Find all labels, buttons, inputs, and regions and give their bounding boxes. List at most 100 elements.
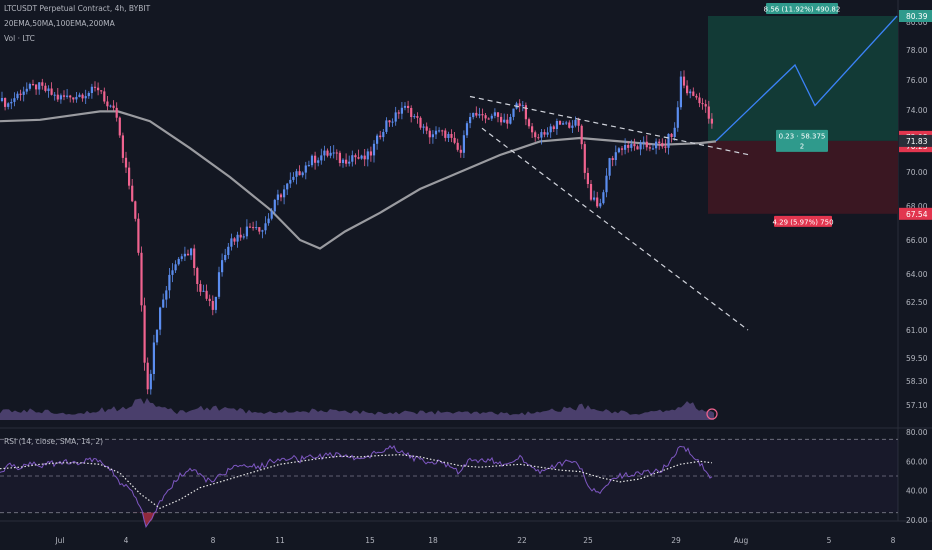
candle-body xyxy=(267,218,270,224)
candle-body xyxy=(140,252,143,306)
candle-body xyxy=(143,305,146,363)
candle-body xyxy=(441,130,444,132)
position-info-line1: 0.23 · 58.375 xyxy=(779,132,826,140)
candle-body xyxy=(208,298,211,301)
candle-body xyxy=(171,270,174,275)
candle-body xyxy=(388,120,391,123)
candle-body xyxy=(264,223,267,231)
candle-body xyxy=(84,96,87,99)
candle-body xyxy=(655,141,658,149)
candle-body xyxy=(478,114,481,116)
candle-body xyxy=(580,125,583,145)
candle-body xyxy=(707,106,710,119)
candle-body xyxy=(310,155,314,166)
candle-body xyxy=(602,192,605,204)
candle-body xyxy=(506,119,509,124)
wedge-lower-line[interactable] xyxy=(481,127,749,331)
time-tick: 18 xyxy=(428,536,438,545)
price-tick: 66.00 xyxy=(906,236,928,245)
alert-icon[interactable] xyxy=(706,408,718,420)
candle-body xyxy=(400,107,403,114)
candle-body xyxy=(487,118,490,120)
candle-body xyxy=(332,152,335,154)
candle-body xyxy=(360,155,363,159)
candle-body xyxy=(422,126,425,128)
candle-body xyxy=(338,152,341,163)
candle-body xyxy=(534,132,537,138)
candle-body xyxy=(704,104,707,107)
candle-body xyxy=(676,107,679,128)
candle-body xyxy=(174,264,177,271)
symbol-legend[interactable]: LTCUSDT Perpetual Contract, 4h, BYBIT xyxy=(4,4,151,13)
rsi-legend[interactable]: RSI (14, close, SMA, 14, 2) xyxy=(4,437,104,446)
candle-body xyxy=(500,116,503,123)
candle-body xyxy=(202,290,205,292)
rsi-tick: 40.00 xyxy=(906,487,928,496)
position-info-box xyxy=(776,129,828,152)
candle-body xyxy=(131,185,134,202)
candle-body xyxy=(72,97,75,100)
forecast-path[interactable] xyxy=(715,15,898,142)
candle-body xyxy=(472,112,475,118)
time-tick: 25 xyxy=(583,536,593,545)
stop-zone[interactable] xyxy=(708,140,898,214)
target-zone[interactable] xyxy=(708,16,898,141)
candle-body xyxy=(97,87,100,91)
candle-body xyxy=(41,82,44,86)
candle-body xyxy=(0,98,4,101)
candle-body xyxy=(103,91,106,102)
candle-body xyxy=(438,130,441,132)
candle-body xyxy=(109,105,112,107)
candle-body xyxy=(16,93,19,99)
candle-body xyxy=(605,175,608,193)
moving-average-legend[interactable]: 20EMA,50MA,100EMA,200MA xyxy=(4,19,115,28)
candle-body xyxy=(47,88,50,91)
time-tick: 8 xyxy=(891,536,896,545)
candle-body xyxy=(326,150,329,156)
candle-body xyxy=(270,211,273,219)
rsi-line xyxy=(0,445,713,528)
price-tick: 58.30 xyxy=(906,377,928,386)
volume-legend[interactable]: Vol · LTC xyxy=(4,34,35,43)
candle-body xyxy=(456,142,459,150)
candle-body xyxy=(134,201,137,219)
time-tick: 15 xyxy=(365,536,375,545)
candle-body xyxy=(112,105,115,108)
candle-body xyxy=(407,105,410,108)
time-tick: 8 xyxy=(211,536,216,545)
candle-body xyxy=(10,102,13,104)
candle-body xyxy=(453,137,456,143)
stop-label-box xyxy=(774,215,832,227)
candle-body xyxy=(233,238,236,242)
candle-body xyxy=(69,95,72,98)
candle-body xyxy=(224,255,227,261)
time-tick: 5 xyxy=(827,536,832,545)
candle-body xyxy=(518,103,521,107)
candle-body xyxy=(314,155,317,163)
wedge-upper-line[interactable] xyxy=(469,95,751,156)
candle-body xyxy=(124,157,128,168)
candle-body xyxy=(413,116,416,118)
candle-body xyxy=(252,227,255,229)
candle-body xyxy=(521,105,524,107)
candle-body xyxy=(4,98,7,107)
candle-body xyxy=(614,152,617,160)
candle-body xyxy=(115,107,118,118)
candle-body xyxy=(428,130,431,138)
time-tick: 29 xyxy=(671,536,681,545)
candle-body xyxy=(611,158,614,160)
candle-body xyxy=(385,120,388,132)
candle-body xyxy=(583,144,586,173)
position-info-line2: 2 xyxy=(800,142,804,150)
candle-body xyxy=(617,148,620,153)
candle-body xyxy=(100,90,103,92)
price-tick: 68.00 xyxy=(906,202,928,211)
candle-body xyxy=(633,144,636,147)
price-marker-label: 67.54 xyxy=(906,210,928,219)
price-tick: 70.00 xyxy=(906,168,928,177)
candle-body xyxy=(211,301,214,310)
candle-body xyxy=(555,121,558,129)
candle-body xyxy=(490,115,493,119)
candle-body xyxy=(382,132,385,138)
